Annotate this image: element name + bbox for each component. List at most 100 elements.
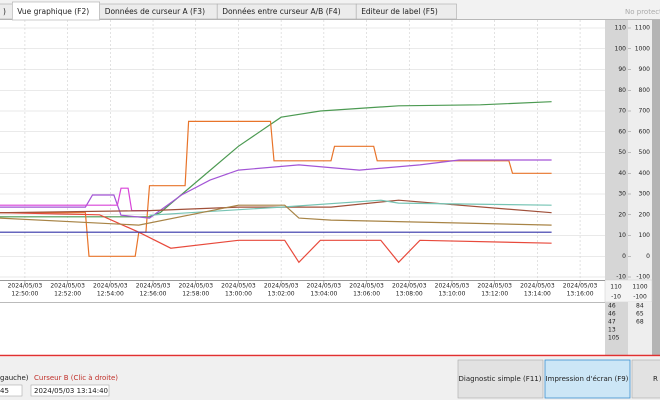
y-tick-label: 40 (618, 170, 626, 177)
y-tick-label: 20 (618, 211, 626, 218)
x-tick-date: 2024/05/03 (178, 283, 213, 290)
y-tick-label: 80 (618, 87, 626, 94)
tab-label: Données de curseur A (F3) (105, 7, 205, 16)
y2-tick-label: 300 (639, 191, 651, 198)
series-line (0, 212, 552, 264)
y2-tick-label: 400 (639, 170, 651, 177)
x-tick-date: 2024/05/03 (8, 283, 43, 290)
scale-strip-2 (628, 20, 652, 280)
x-tick-label: 13:16:00 (567, 291, 594, 298)
readout-col-1 (605, 302, 628, 355)
scale-input: -100 (633, 294, 647, 301)
x-tick-date: 2024/05/03 (50, 283, 85, 290)
x-tick-label: 12:52:00 (54, 291, 81, 298)
y2-tick-label: 200 (639, 211, 651, 218)
tab-label: Vue graphique (F2) (17, 7, 89, 16)
button-label: Diagnostic simple (F11) (459, 375, 542, 383)
y2-tick-label: 900 (639, 66, 651, 73)
readout: 84 (636, 303, 644, 310)
readout: 65 (636, 311, 644, 318)
x-tick-label: 13:12:00 (481, 291, 508, 298)
series-line (0, 120, 552, 257)
y-tick-label: 30 (618, 191, 626, 198)
cursor-b-input[interactable] (30, 384, 110, 397)
readout: 46 (608, 311, 616, 318)
cursor-b-label: Curseur B (Clic à droite) (34, 374, 118, 382)
button-label: Impression d'écran (F9) (546, 375, 629, 383)
y-tick-label: 0 (622, 253, 626, 260)
x-tick-label: 13:00:00 (225, 291, 252, 298)
cursor-a-value: 45 (0, 387, 9, 395)
y-tick-label: 110 (615, 25, 627, 32)
series-line (0, 159, 552, 219)
cursor-a-label: gauche) (0, 374, 29, 382)
x-tick-date: 2024/05/03 (392, 283, 427, 290)
button[interactable] (631, 359, 660, 399)
button-label: R (653, 375, 658, 383)
cursor-a-input[interactable] (0, 384, 23, 397)
y-tick-label: 10 (618, 232, 626, 239)
y2-tick-label: 500 (639, 149, 651, 156)
scale-input: -10 (611, 294, 621, 301)
readout: 68 (636, 319, 644, 326)
protect-label: No protect (625, 8, 660, 16)
button[interactable] (544, 359, 631, 399)
x-tick-label: 12:54:00 (97, 291, 124, 298)
tab[interactable] (0, 3, 13, 20)
scale-strip-1 (605, 20, 628, 280)
cursor-b-value: 2024/05/03 13:14:40 (34, 387, 108, 395)
x-tick-label: 13:14:00 (524, 291, 551, 298)
x-tick-label: 12:50:00 (11, 291, 38, 298)
tab-label: Données entre curseur A/B (F4) (222, 7, 341, 16)
tabs: ) Vue graphique (F2) Données de curseur A … (0, 1, 457, 21)
series-line (149, 199, 552, 216)
x-tick-date: 2024/05/03 (136, 283, 171, 290)
x-tick-label: 12:56:00 (140, 291, 167, 298)
y2-tick-label: 1100 (635, 25, 650, 32)
y2-tick-label: 700 (639, 108, 651, 115)
y-tick-label: 60 (618, 128, 626, 135)
scale-input: 110 (610, 284, 622, 291)
tab[interactable] (355, 3, 457, 20)
x-tick-label: 13:06:00 (353, 291, 380, 298)
readout: 13 (608, 327, 616, 334)
x-tick-label: 13:04:00 (310, 291, 337, 298)
readout-col-2 (628, 302, 652, 355)
x-tick-label: 12:58:00 (182, 291, 209, 298)
scale-strip-3 (652, 20, 660, 355)
y2-tick-label: 600 (639, 128, 651, 135)
x-tick-date: 2024/05/03 (477, 283, 512, 290)
x-tick-date: 2024/05/03 (520, 283, 555, 290)
x-tick-label: 13:10:00 (438, 291, 465, 298)
readout: 47 (608, 319, 616, 326)
plot: 1101009080706050403020100-10110010009008… (0, 20, 650, 298)
x-tick-date: 2024/05/03 (435, 283, 470, 290)
y-tick-label: 100 (615, 45, 627, 52)
y2-tick-label: 100 (639, 232, 651, 239)
tab-label: ) (3, 7, 6, 16)
x-tick-date: 2024/05/03 (221, 283, 256, 290)
x-tick-date: 2024/05/03 (563, 283, 598, 290)
button[interactable] (457, 359, 544, 399)
scale-input: 1100 (632, 284, 647, 291)
tab-label: Editeur de label (F5) (361, 7, 438, 16)
x-tick-label: 13:02:00 (268, 291, 295, 298)
x-tick-date: 2024/05/03 (307, 283, 342, 290)
y2-tick-label: 1000 (635, 45, 650, 52)
x-tick-date: 2024/05/03 (349, 283, 384, 290)
x-tick-date: 2024/05/03 (264, 283, 299, 290)
y-tick-label: 50 (618, 149, 626, 156)
x-tick-date: 2024/05/03 (93, 283, 128, 290)
y-tick-label: 70 (618, 108, 626, 115)
readout: 105 (608, 335, 620, 342)
y2-tick-label: -100 (636, 274, 650, 281)
y2-tick-label: 800 (639, 87, 651, 94)
series-line (0, 204, 552, 226)
readout: 46 (608, 303, 616, 310)
y-tick-label: 90 (618, 66, 626, 73)
y2-tick-label: 0 (646, 253, 650, 260)
y-tick-label: -10 (616, 274, 626, 281)
x-tick-label: 13:08:00 (396, 291, 423, 298)
